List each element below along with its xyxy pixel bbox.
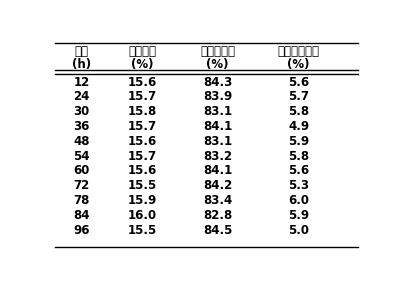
Text: 6.0: 6.0 [288, 194, 309, 207]
Text: 15.5: 15.5 [128, 179, 157, 192]
Text: 84.5: 84.5 [203, 223, 232, 237]
Text: 二甲苯选择性: 二甲苯选择性 [278, 45, 320, 58]
Text: 83.9: 83.9 [203, 90, 232, 103]
Text: (%): (%) [206, 58, 229, 71]
Text: 5.6: 5.6 [288, 76, 309, 89]
Text: 15.9: 15.9 [128, 194, 157, 207]
Text: 15.6: 15.6 [128, 135, 157, 148]
Text: 15.5: 15.5 [128, 223, 157, 237]
Text: 54: 54 [73, 150, 90, 163]
Text: 时间: 时间 [75, 45, 89, 58]
Text: 84.3: 84.3 [203, 76, 232, 89]
Text: 84: 84 [73, 209, 90, 222]
Text: 84.2: 84.2 [203, 179, 232, 192]
Text: 5.8: 5.8 [288, 105, 309, 118]
Text: 78: 78 [73, 194, 90, 207]
Text: 苯转化率: 苯转化率 [129, 45, 156, 58]
Text: 4.9: 4.9 [288, 120, 309, 133]
Text: 12: 12 [73, 76, 90, 89]
Text: 15.7: 15.7 [128, 150, 157, 163]
Text: 83.1: 83.1 [203, 135, 232, 148]
Text: 15.7: 15.7 [128, 90, 157, 103]
Text: 84.1: 84.1 [203, 164, 232, 177]
Text: (%): (%) [131, 58, 154, 71]
Text: 15.6: 15.6 [128, 76, 157, 89]
Text: 15.7: 15.7 [128, 120, 157, 133]
Text: 5.0: 5.0 [288, 223, 309, 237]
Text: 15.8: 15.8 [128, 105, 157, 118]
Text: 甲苯选择性: 甲苯选择性 [200, 45, 235, 58]
Text: 36: 36 [73, 120, 90, 133]
Text: 60: 60 [73, 164, 90, 177]
Text: 5.3: 5.3 [288, 179, 309, 192]
Text: 24: 24 [73, 90, 90, 103]
Text: 5.7: 5.7 [288, 90, 309, 103]
Text: 15.6: 15.6 [128, 164, 157, 177]
Text: 83.2: 83.2 [203, 150, 232, 163]
Text: 83.4: 83.4 [203, 194, 232, 207]
Text: 30: 30 [73, 105, 90, 118]
Text: 5.8: 5.8 [288, 150, 309, 163]
Text: 5.6: 5.6 [288, 164, 309, 177]
Text: 72: 72 [73, 179, 90, 192]
Text: 16.0: 16.0 [128, 209, 157, 222]
Text: 96: 96 [73, 223, 90, 237]
Text: 82.8: 82.8 [203, 209, 232, 222]
Text: 48: 48 [73, 135, 90, 148]
Text: 5.9: 5.9 [288, 209, 309, 222]
Text: 83.1: 83.1 [203, 105, 232, 118]
Text: 5.9: 5.9 [288, 135, 309, 148]
Text: (%): (%) [287, 58, 310, 71]
Text: (h): (h) [72, 58, 91, 71]
Text: 84.1: 84.1 [203, 120, 232, 133]
